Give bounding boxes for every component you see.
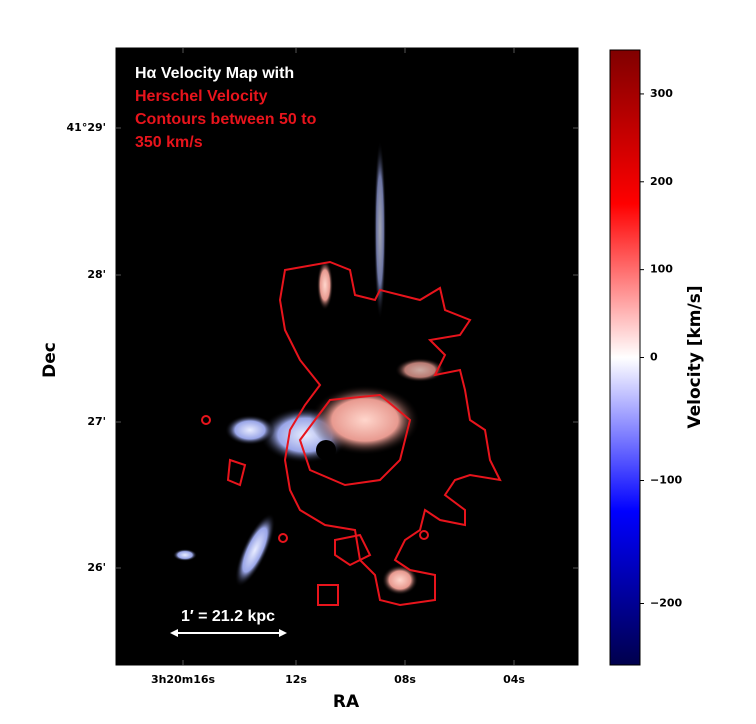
emission bbox=[234, 513, 276, 587]
contour bbox=[278, 260, 502, 607]
y-tick-label: 28' bbox=[87, 268, 106, 281]
emission bbox=[395, 358, 445, 382]
colorbar-tick-label: 0 bbox=[650, 351, 658, 364]
y-tick-label: 41°29' bbox=[67, 121, 106, 134]
emission bbox=[225, 415, 275, 445]
emission bbox=[317, 260, 333, 310]
contour bbox=[317, 584, 339, 606]
x-tick-label: 3h20m16s bbox=[151, 673, 216, 686]
y-tick-label: 26' bbox=[87, 561, 106, 574]
emission bbox=[310, 385, 420, 455]
colorbar-tick-label: 100 bbox=[650, 263, 673, 276]
contour bbox=[298, 393, 412, 487]
colorbar-tick-label: −200 bbox=[650, 597, 683, 610]
contours bbox=[201, 260, 502, 607]
colorbar bbox=[609, 49, 641, 666]
x-tick-label: 04s bbox=[503, 673, 525, 686]
x-tick-label: 08s bbox=[394, 673, 416, 686]
x-tick-label: 12s bbox=[285, 673, 307, 686]
annotation: Hα Velocity Map with bbox=[135, 65, 294, 82]
contour bbox=[334, 533, 372, 567]
colorbar-label: Velocity [km/s] bbox=[685, 285, 705, 428]
annotation: Contours between 50 to bbox=[135, 111, 317, 128]
annotation: 350 km/s bbox=[135, 134, 203, 151]
contour bbox=[201, 415, 211, 425]
contour bbox=[278, 533, 288, 543]
colorbar-tick-label: 300 bbox=[650, 87, 673, 100]
emission bbox=[382, 565, 418, 595]
contour bbox=[226, 458, 247, 487]
emission bbox=[173, 549, 197, 561]
scale-bar bbox=[170, 629, 287, 637]
map: 1′ = 21.2 kpc bbox=[116, 48, 578, 665]
y-tick-label: 27' bbox=[87, 415, 106, 428]
colorbar-tick-label: 200 bbox=[650, 175, 673, 188]
contour bbox=[419, 530, 429, 540]
scale-bar-label: 1′ = 21.2 kpc bbox=[181, 608, 275, 625]
annotation: Herschel Velocity bbox=[135, 88, 268, 105]
colorbar-tick-label: −100 bbox=[650, 474, 683, 487]
x-axis-label: RA bbox=[333, 692, 360, 712]
masked-nucleus bbox=[316, 440, 336, 460]
plot-frame bbox=[115, 47, 579, 666]
emission bbox=[374, 140, 386, 320]
y-axis-label: Dec bbox=[40, 342, 60, 378]
